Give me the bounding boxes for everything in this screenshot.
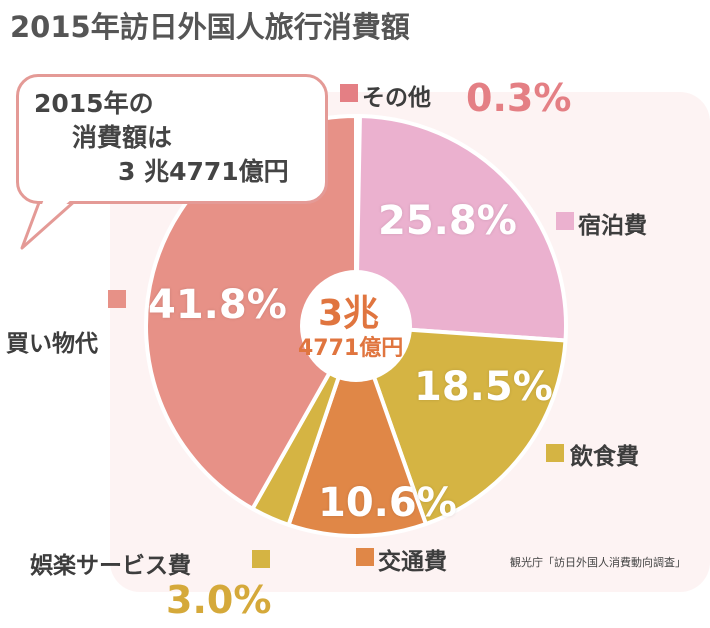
- center-total-main: 3兆: [318, 293, 380, 334]
- pct-label-other: 0.3%: [466, 76, 572, 120]
- page-title: 2015年訪日外国人旅行消費額: [10, 10, 410, 44]
- callout-line-2: 消費額は: [72, 123, 173, 152]
- legend-swatch-entertainment: [252, 550, 270, 568]
- center-total-sub: 4771億円: [298, 336, 404, 361]
- legend-label-lodging: 宿泊費: [578, 213, 647, 239]
- legend-label-other: その他: [362, 85, 431, 111]
- pct-label-transport: 10.6%: [318, 480, 457, 526]
- legend-swatch-lodging: [556, 212, 574, 230]
- pct-label-entertainment: 3.0%: [166, 578, 272, 622]
- legend-swatch-transport: [356, 548, 374, 566]
- callout-bubble: [16, 74, 328, 204]
- callout-line-1: 2015年の: [34, 89, 154, 118]
- pct-label-lodging: 25.8%: [378, 198, 517, 244]
- pct-label-shopping: 41.8%: [148, 282, 287, 328]
- legend-swatch-food: [546, 444, 564, 462]
- legend-label-food: 飲食費: [570, 444, 639, 470]
- legend-label-shopping: 買い物代: [6, 331, 98, 357]
- pie-slice-lodging: [354, 114, 568, 343]
- legend-label-transport: 交通費: [378, 549, 447, 575]
- pct-label-food: 18.5%: [414, 364, 553, 410]
- legend-swatch-shopping: [108, 290, 126, 308]
- pie-slice-food: [354, 324, 568, 527]
- callout-line-3: 3 兆4771億円: [118, 157, 289, 186]
- source-note: 観光庁「訪日外国人消費動向調査」: [510, 556, 686, 569]
- pie-center-hole: [300, 270, 412, 382]
- pie-slice-transport: [286, 324, 428, 538]
- pie-slices: [144, 114, 568, 538]
- legend-swatch-other: [340, 84, 358, 102]
- legend-label-entertainment: 娯楽サービス費: [30, 553, 191, 579]
